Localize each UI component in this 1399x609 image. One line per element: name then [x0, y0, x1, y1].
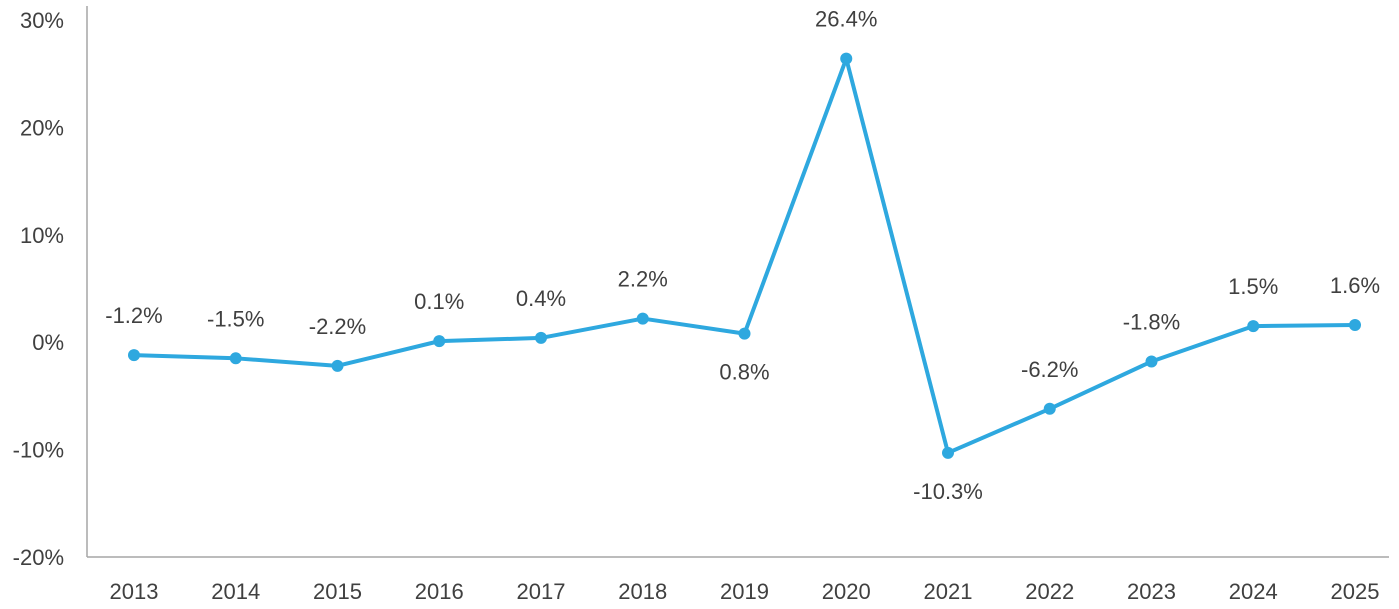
x-tick-label: 2022 — [1025, 579, 1074, 604]
x-axis-tick-labels: 2013 2014 2015 2016 2017 2018 2019 2020 2021 2022… — [110, 579, 1380, 604]
y-tick-label: 30% — [20, 8, 64, 33]
y-tick-label: -10% — [13, 438, 64, 463]
data-label: 0.4% — [516, 286, 566, 311]
x-tick-label: 2025 — [1331, 579, 1380, 604]
data-label: -10.3% — [913, 479, 983, 504]
data-label: 0.1% — [414, 289, 464, 314]
data-point-marker — [1043, 402, 1056, 415]
x-tick-label: 2013 — [110, 579, 159, 604]
x-tick-label: 2017 — [517, 579, 566, 604]
series-line — [132, 56, 1357, 455]
x-tick-label: 2016 — [415, 579, 464, 604]
data-point-marker — [1349, 319, 1361, 332]
data-label: 2.2% — [618, 267, 668, 292]
x-tick-label: 2019 — [720, 579, 769, 604]
y-axis-tick-labels: 30% 20% 10% 0% -10% -20% — [13, 8, 64, 570]
data-labels-group: -1.2% -1.5% -2.2% 0.1% 0.4% 2.2% 0.8% 26.4% -10.… — [105, 7, 1380, 504]
x-tick-label: 2020 — [822, 579, 871, 604]
data-label: 1.6% — [1330, 273, 1380, 298]
x-tick-label: 2014 — [211, 579, 260, 604]
y-tick-label: 0% — [32, 330, 64, 355]
data-label: 0.8% — [719, 360, 769, 385]
data-point-marker — [840, 52, 853, 65]
data-point-marker — [1247, 320, 1260, 333]
series-group — [128, 52, 1361, 459]
data-label: 1.5% — [1228, 274, 1278, 299]
data-label: -2.2% — [309, 314, 366, 339]
data-point-marker — [535, 331, 547, 344]
data-point-marker — [1145, 355, 1158, 368]
data-point-marker — [331, 359, 344, 372]
data-point-marker — [229, 352, 242, 365]
data-point-marker — [433, 335, 446, 348]
data-point-marker — [738, 327, 751, 340]
data-point-marker — [636, 312, 649, 325]
data-label: -1.8% — [1123, 310, 1180, 335]
x-tick-label: 2018 — [618, 579, 667, 604]
y-tick-label: 20% — [20, 115, 64, 140]
data-point-marker — [942, 446, 954, 459]
x-tick-label: 2023 — [1127, 579, 1176, 604]
data-label: -1.2% — [105, 303, 162, 328]
x-tick-label: 2015 — [313, 579, 362, 604]
x-tick-label: 2021 — [924, 579, 973, 604]
data-label: -6.2% — [1021, 357, 1078, 382]
data-label: -1.5% — [207, 306, 264, 331]
data-label: 26.4% — [815, 7, 877, 32]
data-point-marker — [128, 349, 140, 362]
y-tick-label: -20% — [13, 545, 64, 570]
y-tick-label: 10% — [20, 223, 64, 248]
x-tick-label: 2024 — [1229, 579, 1278, 604]
